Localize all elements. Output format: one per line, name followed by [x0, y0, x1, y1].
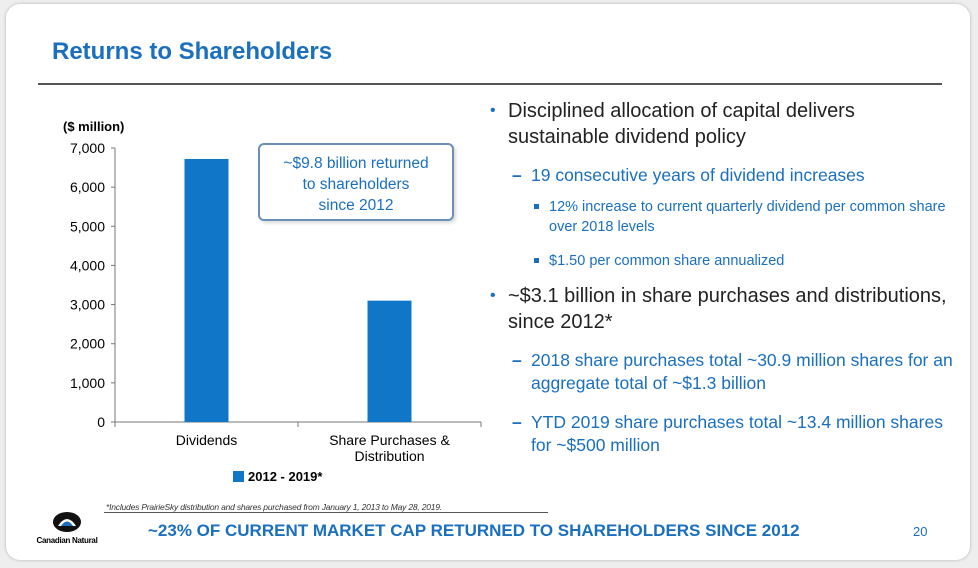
y-tick-label: 3,000: [70, 297, 105, 313]
returns-callout-box: ~$9.8 billion returned to shareholders s…: [258, 143, 454, 221]
bullet-text: ~$3.1 billion in share purchases and dis…: [508, 285, 947, 333]
x-tick-label: Share Purchases &: [329, 432, 450, 448]
bullet-level3: $1.50 per common share annualized: [488, 251, 958, 271]
slide-frame: [6, 4, 970, 560]
y-tick-label: 0: [97, 414, 105, 430]
callout-line: since 2012: [318, 197, 394, 214]
y-tick-label: 7,000: [70, 140, 105, 156]
y-unit-label: ($ million): [63, 119, 124, 134]
page-number: 20: [913, 524, 928, 539]
data-bar: [367, 300, 412, 422]
legend-label: 2012 - 2019*: [248, 469, 323, 484]
company-logo-text: Canadian Natural: [36, 536, 98, 545]
y-tick-label: 6,000: [70, 179, 105, 195]
title-divider: [38, 83, 942, 85]
bullet-list: • Disciplined allocation of capital deli…: [488, 98, 958, 457]
x-tick-label: Distribution: [354, 448, 424, 464]
bullet-text: 12% increase to current quarterly divide…: [549, 199, 946, 235]
bullet-mark: •: [490, 102, 496, 119]
y-tick-label: 1,000: [70, 375, 105, 391]
x-tick-label: Dividends: [176, 432, 237, 448]
callout-line: to shareholders: [302, 176, 410, 193]
legend-swatch: [233, 471, 244, 482]
bullet-level1: • Disciplined allocation of capital deli…: [488, 98, 958, 150]
dash-mark: –: [512, 412, 522, 432]
bullet-level2: – 19 consecutive years of dividend incre…: [488, 164, 958, 187]
dash-mark: –: [512, 165, 522, 185]
slide-title: Returns to Shareholders: [52, 38, 333, 65]
bullet-text: 19 consecutive years of dividend increas…: [531, 165, 865, 185]
square-bullet-icon: [534, 258, 539, 263]
bullet-text: YTD 2019 share purchases total ~13.4 mil…: [531, 412, 943, 455]
company-logo-icon: [53, 512, 81, 532]
bullet-level2: – YTD 2019 share purchases total ~13.4 m…: [488, 411, 958, 457]
bullet-text: $1.50 per common share annualized: [549, 253, 785, 269]
bullet-level3: 12% increase to current quarterly divide…: [488, 197, 958, 237]
y-tick-label: 5,000: [70, 218, 105, 234]
footnote: *Includes PrairieSky distribution and sh…: [106, 502, 442, 512]
data-bar: [184, 158, 229, 422]
y-tick-label: 4,000: [70, 257, 105, 273]
bullet-level2: – 2018 share purchases total ~30.9 milli…: [488, 349, 958, 395]
bullet-mark: •: [490, 287, 496, 304]
square-bullet-icon: [534, 204, 539, 209]
bullet-level1: • ~$3.1 billion in share purchases and d…: [488, 283, 958, 335]
footer-headline: ~23% OF CURRENT MARKET CAP RETURNED TO S…: [148, 521, 800, 540]
callout-line: ~$9.8 billion returned: [283, 155, 429, 172]
bullet-text: 2018 share purchases total ~30.9 million…: [531, 350, 953, 393]
bullet-text: Disciplined allocation of capital delive…: [508, 100, 855, 148]
y-tick-label: 2,000: [70, 336, 105, 352]
footer-divider: [104, 512, 548, 513]
dash-mark: –: [512, 350, 522, 370]
chart-legend: 2012 - 2019*: [233, 469, 322, 484]
